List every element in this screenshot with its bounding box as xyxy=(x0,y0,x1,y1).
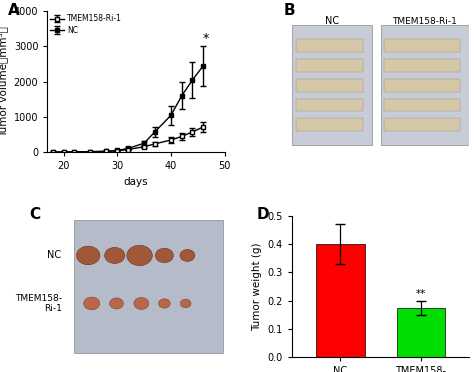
Bar xyxy=(316,244,365,357)
Circle shape xyxy=(158,299,170,308)
Circle shape xyxy=(180,299,191,308)
Bar xyxy=(381,25,469,145)
Bar xyxy=(296,39,363,52)
Bar xyxy=(384,59,460,72)
Text: *: * xyxy=(203,32,209,45)
Bar xyxy=(296,79,363,92)
Bar xyxy=(296,118,363,131)
Text: **: ** xyxy=(416,289,426,299)
Circle shape xyxy=(105,247,125,263)
Text: NC: NC xyxy=(47,250,62,260)
Bar xyxy=(74,220,223,353)
X-axis label: days: days xyxy=(124,177,148,187)
Bar xyxy=(384,118,460,131)
Text: NC: NC xyxy=(325,16,339,26)
Bar xyxy=(384,99,460,112)
Circle shape xyxy=(76,246,100,265)
Text: D: D xyxy=(256,208,269,222)
Circle shape xyxy=(84,297,100,310)
Text: TMEM158-
Ri-1: TMEM158- Ri-1 xyxy=(15,294,62,313)
Y-axis label: Tumor weight (g): Tumor weight (g) xyxy=(252,242,262,331)
Bar xyxy=(397,308,445,357)
Y-axis label: Tumor volume（mm³）: Tumor volume（mm³） xyxy=(0,26,8,137)
Bar xyxy=(292,25,372,145)
Bar xyxy=(296,99,363,112)
Bar xyxy=(384,79,460,92)
Bar xyxy=(384,39,460,52)
Text: TMEM158-Ri-1: TMEM158-Ri-1 xyxy=(392,16,457,26)
Circle shape xyxy=(134,298,149,310)
Text: C: C xyxy=(30,208,41,222)
Legend: TMEM158-Ri-1, NC: TMEM158-Ri-1, NC xyxy=(50,13,123,35)
Bar xyxy=(296,59,363,72)
Circle shape xyxy=(109,298,123,309)
Circle shape xyxy=(127,245,152,266)
Text: A: A xyxy=(9,3,20,18)
Circle shape xyxy=(180,250,195,262)
Text: B: B xyxy=(283,3,295,18)
Circle shape xyxy=(155,248,173,263)
